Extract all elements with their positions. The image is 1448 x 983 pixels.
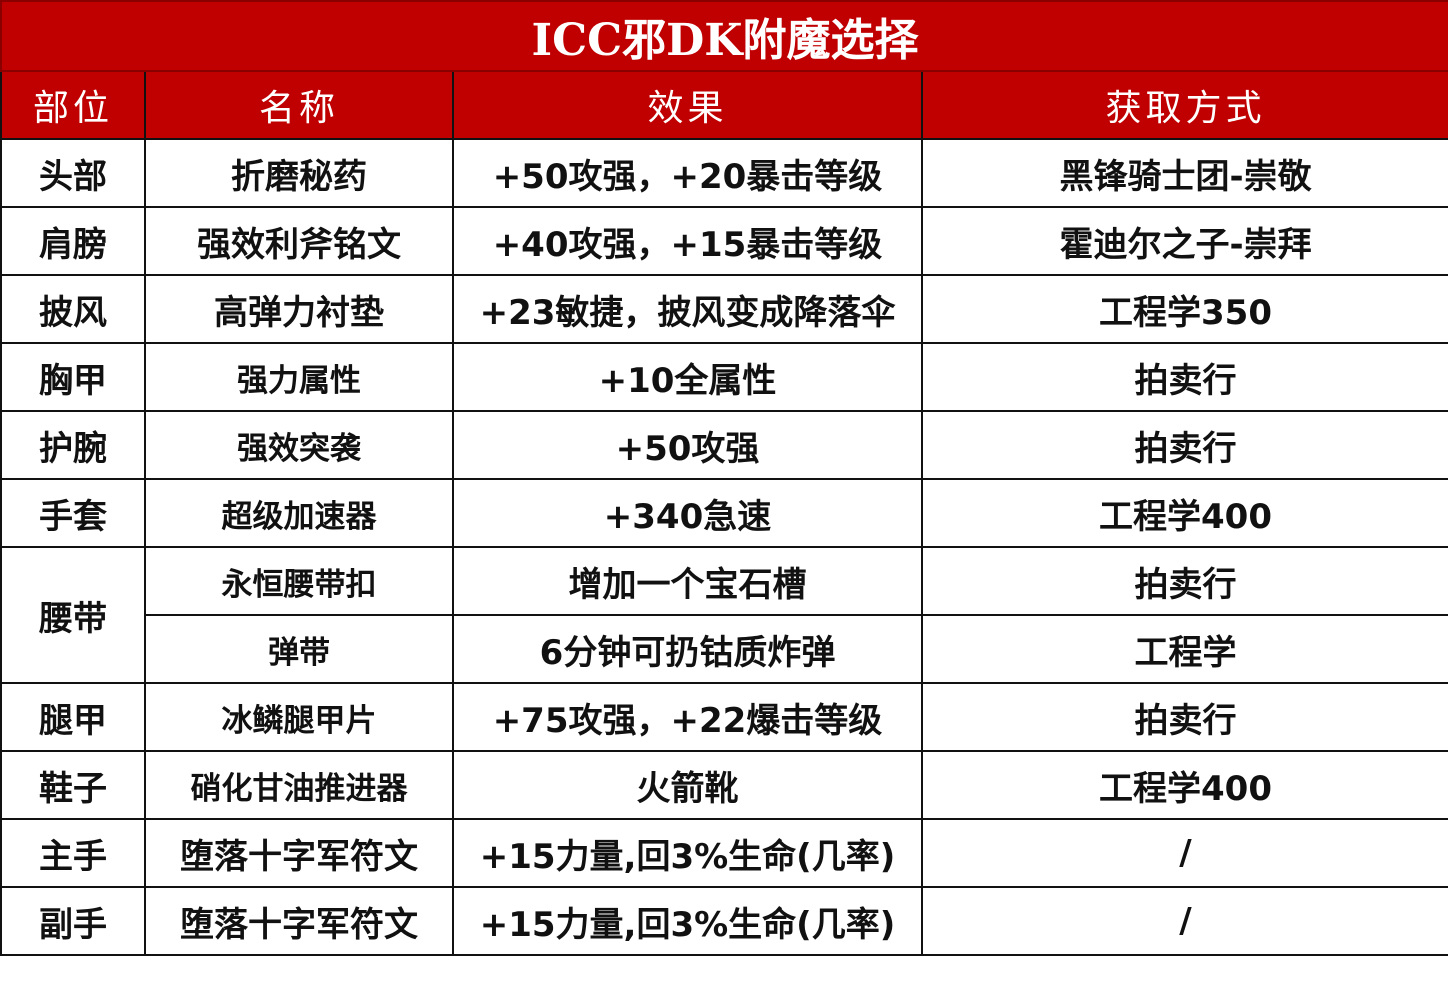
effect-cell: +10全属性 (452, 342, 923, 412)
table-row: 披风 高弹力衬垫 +23敏捷，披风变成降落伞 工程学350 (0, 274, 1448, 344)
effect-cell: +23敏捷，披风变成降落伞 (452, 274, 923, 344)
part-cell: 手套 (0, 478, 146, 548)
part-cell: 护腕 (0, 410, 146, 480)
effect-cell: +50攻强，+20暴击等级 (452, 138, 923, 208)
effect-cell: 6分钟可扔钴质炸弹 (452, 614, 923, 684)
source-cell: / (920, 886, 1448, 956)
name-cell: 堕落十字军符文 (144, 886, 454, 956)
source-cell: 工程学350 (920, 274, 1448, 344)
source-cell: 拍卖行 (920, 682, 1448, 752)
name-cell: 弹带 (144, 614, 454, 684)
table-row: 头部 折磨秘药 +50攻强，+20暴击等级 黑锋骑士团-崇敬 (0, 138, 1448, 208)
table-row: 副手 堕落十字军符文 +15力量,回3%生命(几率) / (0, 886, 1448, 956)
table-title: ICC邪DK附魔选择 (0, 0, 1448, 72)
table-row: 弹带 6分钟可扔钴质炸弹 工程学 (1, 614, 1448, 684)
source-cell: 拍卖行 (920, 546, 1448, 616)
title-row: ICC邪DK附魔选择 (0, 0, 1448, 72)
name-cell: 超级加速器 (144, 478, 454, 548)
effect-cell: +40攻强，+15暴击等级 (452, 206, 923, 276)
table-row: 鞋子 硝化甘油推进器 火箭靴 工程学400 (0, 750, 1448, 820)
effect-cell: +15力量,回3%生命(几率) (452, 886, 923, 956)
source-cell: 拍卖行 (920, 342, 1448, 412)
part-cell: 披风 (0, 274, 146, 344)
part-cell: 肩膀 (0, 206, 146, 276)
name-cell: 折磨秘药 (144, 138, 454, 208)
header-effect: 效果 (452, 70, 923, 140)
source-cell: 拍卖行 (920, 410, 1448, 480)
table-row: 护腕 强效突袭 +50攻强 拍卖行 (0, 410, 1448, 480)
name-cell: 堕落十字军符文 (144, 818, 454, 888)
source-cell: / (920, 818, 1448, 888)
name-cell: 强效突袭 (144, 410, 454, 480)
source-cell: 工程学 (920, 614, 1448, 684)
source-cell: 霍迪尔之子-崇拜 (920, 206, 1448, 276)
name-cell: 强力属性 (144, 342, 454, 412)
enchant-table: ICC邪DK附魔选择 部位 名称 效果 获取方式 头部 折磨秘药 +50攻强，+20… (0, 0, 1448, 956)
effect-cell: +15力量,回3%生命(几率) (452, 818, 923, 888)
name-cell: 强效利斧铭文 (144, 206, 454, 276)
part-cell: 主手 (0, 818, 146, 888)
part-cell: 鞋子 (0, 750, 146, 820)
table-row: 肩膀 强效利斧铭文 +40攻强，+15暴击等级 霍迪尔之子-崇拜 (0, 206, 1448, 276)
name-cell: 永恒腰带扣 (144, 546, 454, 616)
source-cell: 工程学400 (920, 750, 1448, 820)
effect-cell: 火箭靴 (452, 750, 923, 820)
effect-cell: +75攻强，+22爆击等级 (452, 682, 923, 752)
effect-cell: 增加一个宝石槽 (452, 546, 923, 616)
part-cell: 头部 (0, 138, 146, 208)
table-row: 手套 超级加速器 +340急速 工程学400 (0, 478, 1448, 548)
part-cell: 腰带 (0, 546, 146, 684)
effect-cell: +340急速 (452, 478, 923, 548)
header-row: 部位 名称 效果 获取方式 (0, 70, 1448, 140)
part-cell: 腿甲 (0, 682, 146, 752)
header-part: 部位 (0, 70, 146, 140)
table-row: 主手 堕落十字军符文 +15力量,回3%生命(几率) / (0, 818, 1448, 888)
table-row: 腿甲 冰鳞腿甲片 +75攻强，+22爆击等级 拍卖行 (0, 682, 1448, 752)
part-cell: 胸甲 (0, 342, 146, 412)
table-row: 腰带 永恒腰带扣 增加一个宝石槽 拍卖行 (0, 546, 1448, 684)
name-cell: 冰鳞腿甲片 (144, 682, 454, 752)
source-cell: 黑锋骑士团-崇敬 (920, 138, 1448, 208)
name-cell: 高弹力衬垫 (144, 274, 454, 344)
name-cell: 硝化甘油推进器 (144, 750, 454, 820)
table-row: 胸甲 强力属性 +10全属性 拍卖行 (0, 342, 1448, 412)
source-cell: 工程学400 (920, 478, 1448, 548)
header-name: 名称 (144, 70, 454, 140)
part-cell: 副手 (0, 886, 146, 956)
effect-cell: +50攻强 (452, 410, 923, 480)
header-source: 获取方式 (920, 70, 1448, 140)
